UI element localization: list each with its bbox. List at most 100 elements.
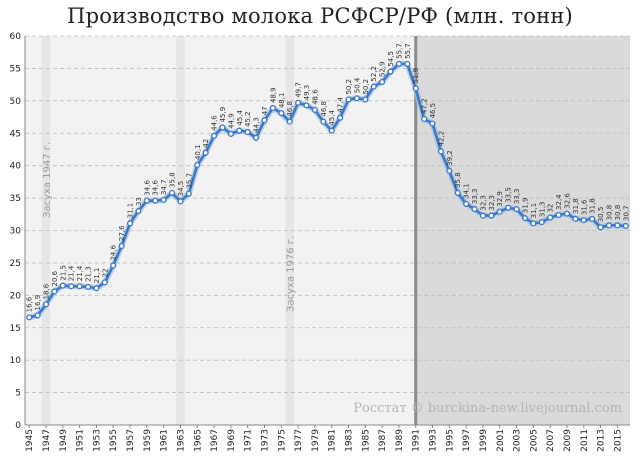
data-point	[126, 220, 134, 227]
data-point	[143, 197, 150, 204]
y-tick-label: 50	[10, 97, 22, 107]
data-label: 42	[202, 139, 210, 148]
y-tick-label: 15	[10, 324, 21, 334]
x-tick-label: 1951	[76, 429, 86, 452]
data-point	[328, 127, 335, 134]
data-label: 48,1	[278, 93, 286, 109]
data-point	[211, 132, 218, 139]
data-label: 21,3	[85, 266, 93, 282]
data-label: 34,1	[463, 183, 471, 199]
data-label: 35,8	[169, 172, 177, 188]
data-label: 34,7	[160, 179, 168, 195]
data-point	[68, 283, 75, 290]
data-point	[379, 78, 386, 86]
data-point	[572, 215, 579, 222]
data-point	[471, 206, 478, 213]
data-point	[530, 220, 537, 227]
data-point	[395, 60, 402, 67]
data-label: 30,8	[605, 205, 613, 221]
data-point	[295, 99, 302, 106]
data-label: 21,4	[76, 265, 84, 281]
data-label: 32,3	[488, 195, 496, 211]
data-point	[269, 104, 276, 112]
data-label: 16,6	[26, 296, 34, 312]
data-label: 31,6	[580, 199, 588, 215]
y-tick-label: 45	[10, 129, 21, 139]
x-tick-label: 1995	[445, 429, 455, 452]
data-point	[84, 283, 92, 290]
data-label: 33,3	[513, 189, 521, 205]
data-point	[34, 312, 41, 319]
data-label: 50,2	[345, 79, 353, 95]
data-label: 21,1	[93, 268, 101, 284]
data-label: 51,9	[412, 68, 420, 84]
data-label: 30,8	[614, 205, 622, 221]
data-point	[168, 189, 176, 196]
x-tick-label: 1965	[193, 429, 203, 452]
data-label: 49,7	[295, 82, 303, 98]
data-label: 52,9	[379, 61, 387, 77]
data-label: 39,2	[446, 150, 454, 166]
data-point	[345, 96, 352, 103]
data-label: 33,3	[471, 189, 479, 205]
x-tick-label: 1977	[294, 429, 304, 452]
data-point	[244, 128, 251, 136]
data-point	[437, 148, 444, 155]
chart-title: Производство молока РСФСР/РФ (млн. тонн)	[67, 4, 573, 28]
data-label: 31,1	[127, 203, 135, 219]
shaded-year-band	[285, 36, 294, 425]
data-label: 44,6	[211, 115, 219, 131]
data-point	[597, 224, 604, 231]
data-point	[479, 212, 487, 219]
data-label: 21,4	[68, 265, 76, 281]
x-tick-label: 1961	[160, 429, 170, 452]
x-tick-label: 1987	[378, 429, 388, 452]
data-label: 16,9	[34, 295, 42, 311]
data-label: 40,1	[194, 144, 202, 160]
data-point	[59, 282, 66, 289]
data-label: 54,5	[387, 51, 395, 67]
data-point	[614, 222, 621, 229]
x-tick-label: 1999	[479, 429, 489, 452]
data-point	[370, 83, 377, 90]
data-label: 34,6	[143, 180, 151, 196]
data-label: 44,3	[253, 117, 261, 133]
data-point	[42, 301, 50, 308]
data-point	[160, 196, 167, 204]
x-tick-label: 1969	[227, 429, 237, 452]
data-point	[177, 198, 184, 205]
data-label: 21,5	[59, 265, 67, 281]
data-point	[311, 106, 318, 113]
data-label: 42,2	[437, 131, 445, 147]
data-label: 35,7	[185, 173, 193, 189]
x-tick-label: 1979	[311, 429, 321, 452]
x-tick-label: 1983	[345, 429, 355, 452]
x-tick-label: 1975	[277, 429, 287, 452]
data-label: 46,8	[320, 101, 328, 117]
data-point	[219, 124, 226, 131]
data-label: 50,4	[353, 77, 361, 93]
data-label: 34,5	[177, 181, 185, 197]
x-tick-label: 2003	[513, 429, 523, 452]
data-point	[429, 120, 436, 127]
x-tick-label: 2009	[563, 429, 573, 452]
data-point	[101, 279, 108, 286]
data-point	[261, 117, 268, 124]
y-tick-label: 25	[10, 259, 21, 269]
data-point	[454, 189, 461, 196]
drought-annotation: Засуха 1947 г.	[42, 142, 53, 218]
data-label: 22	[101, 268, 109, 277]
data-label: 47	[261, 106, 269, 115]
data-point	[387, 68, 394, 75]
data-point	[513, 206, 520, 213]
data-label: 35,8	[454, 172, 462, 188]
data-point	[337, 114, 344, 121]
data-point	[185, 190, 192, 197]
x-tick-label: 1947	[42, 429, 52, 452]
x-tick-label: 1957	[126, 429, 136, 452]
data-point	[227, 130, 234, 137]
watermark: Росстат © burckina-new.livejournal.com	[353, 401, 622, 416]
y-tick-label: 60	[10, 32, 22, 42]
data-point	[76, 283, 83, 290]
y-tick-label: 20	[10, 291, 22, 301]
